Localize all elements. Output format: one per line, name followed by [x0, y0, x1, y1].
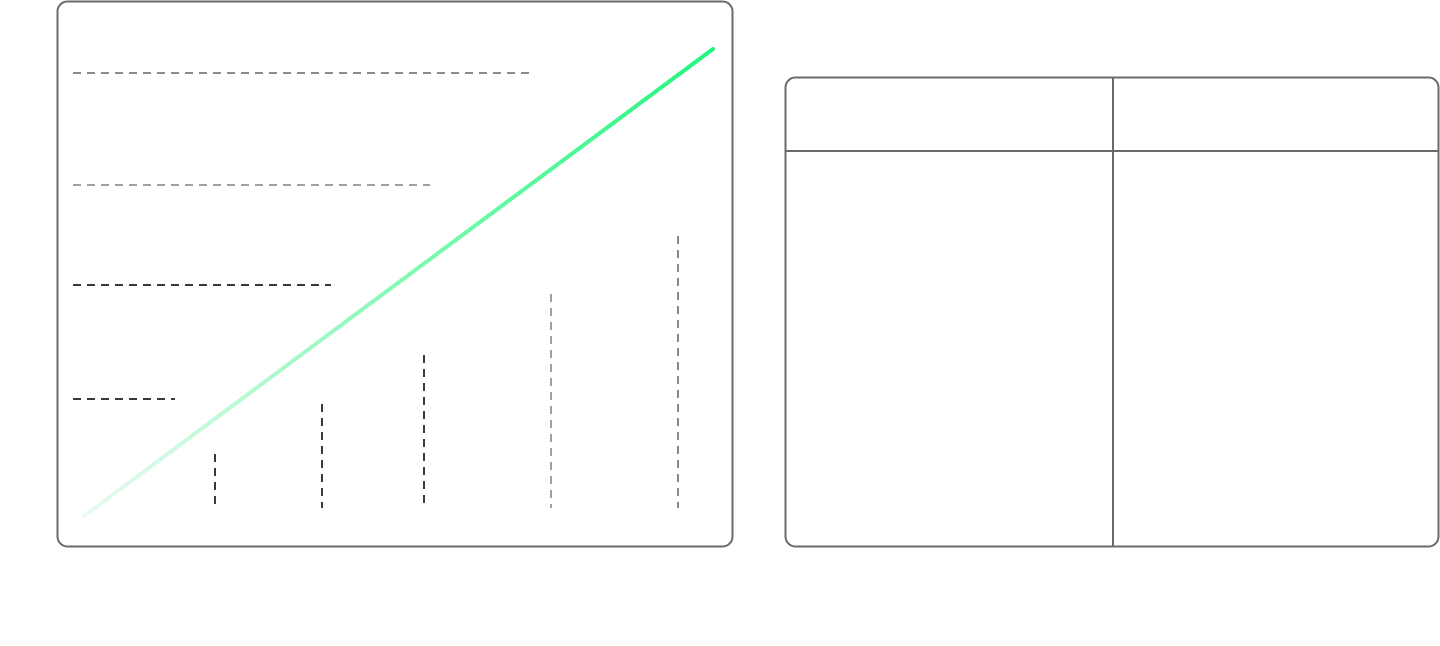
- chart-panel: [56, 0, 734, 548]
- table-panel-frame: [784, 76, 1440, 548]
- chart-panel-frame: [56, 0, 734, 548]
- horizontal-guides: [73, 72, 532, 400]
- table-panel: [784, 76, 1440, 548]
- vertical-bars: [214, 236, 679, 508]
- trend-line: [82, 47, 715, 518]
